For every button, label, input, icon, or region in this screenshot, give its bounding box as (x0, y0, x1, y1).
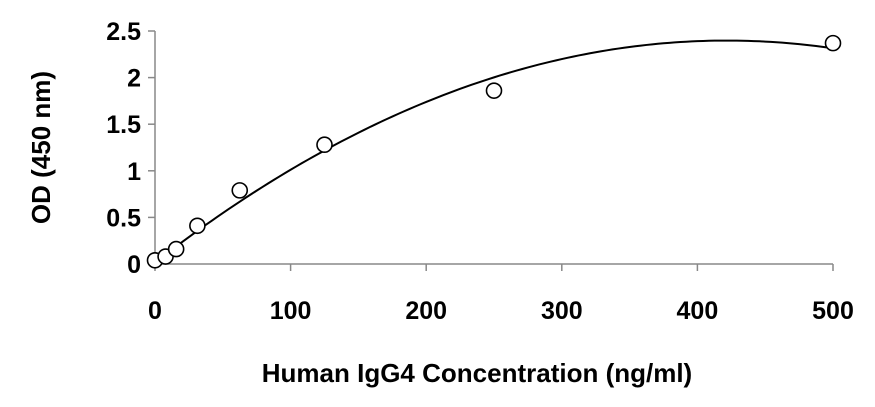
y-tick-label: 2.5 (106, 18, 141, 46)
y-axis-title: OD (450 nm) (26, 71, 56, 224)
y-tick-label: 0.5 (106, 204, 141, 232)
data-point (824, 34, 842, 52)
data-point (189, 217, 206, 235)
data-point (485, 82, 503, 99)
y-tick-label: 0 (127, 251, 141, 279)
x-tick-label: 300 (541, 297, 583, 325)
data-point (167, 240, 185, 258)
fit-curve (154, 39, 834, 264)
x-tick-label: 200 (405, 297, 447, 325)
x-tick-label: 0 (148, 297, 162, 325)
x-tick-label: 500 (812, 297, 854, 325)
x-tick-label: 100 (270, 297, 312, 325)
x-tick-label: 400 (677, 297, 719, 325)
x-ticks: 0 100 200 300 400 500 (148, 264, 854, 325)
x-axis-title: Human IgG4 Concentration (ng/ml) (262, 358, 692, 388)
y-tick-label: 1 (127, 158, 141, 186)
data-points (146, 34, 842, 269)
data-point (316, 136, 333, 154)
data-point (231, 182, 249, 199)
y-ticks: 0 0.5 1 1.5 2 2.5 (106, 18, 155, 279)
y-tick-label: 2 (127, 65, 141, 93)
y-tick-label: 1.5 (106, 111, 141, 139)
axes: 0 100 200 300 400 500 0 0.5 1 1.5 2 2.5 (106, 18, 854, 325)
